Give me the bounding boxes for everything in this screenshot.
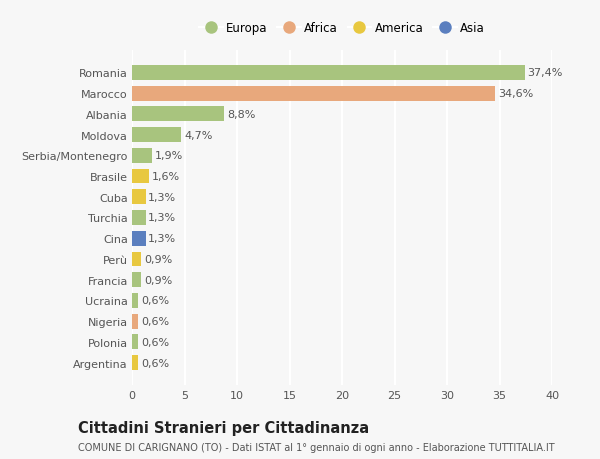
Bar xyxy=(132,273,142,287)
Text: 0,6%: 0,6% xyxy=(141,317,169,326)
Text: 1,3%: 1,3% xyxy=(148,213,176,223)
Text: 0,6%: 0,6% xyxy=(141,337,169,347)
Text: Cittadini Stranieri per Cittadinanza: Cittadini Stranieri per Cittadinanza xyxy=(78,420,369,435)
Text: 8,8%: 8,8% xyxy=(227,110,256,119)
Text: 0,9%: 0,9% xyxy=(144,275,172,285)
Text: 37,4%: 37,4% xyxy=(527,68,563,78)
Text: COMUNE DI CARIGNANO (TO) - Dati ISTAT al 1° gennaio di ogni anno - Elaborazione : COMUNE DI CARIGNANO (TO) - Dati ISTAT al… xyxy=(78,442,554,452)
Bar xyxy=(132,355,139,370)
Bar xyxy=(132,293,139,308)
Text: 0,6%: 0,6% xyxy=(141,296,169,306)
Bar xyxy=(132,107,224,122)
Bar xyxy=(132,86,496,101)
Legend: Europa, Africa, America, Asia: Europa, Africa, America, Asia xyxy=(197,20,487,37)
Text: 1,9%: 1,9% xyxy=(155,151,183,161)
Bar xyxy=(132,314,139,329)
Text: 0,6%: 0,6% xyxy=(141,358,169,368)
Bar xyxy=(132,169,149,184)
Bar xyxy=(132,149,152,163)
Bar xyxy=(132,252,142,267)
Bar xyxy=(132,211,146,225)
Text: 0,9%: 0,9% xyxy=(144,254,172,264)
Text: 1,6%: 1,6% xyxy=(151,172,179,182)
Bar xyxy=(132,128,181,143)
Bar xyxy=(132,335,139,350)
Bar xyxy=(132,231,146,246)
Text: 34,6%: 34,6% xyxy=(498,89,533,99)
Text: 1,3%: 1,3% xyxy=(148,192,176,202)
Text: 4,7%: 4,7% xyxy=(184,130,212,140)
Bar xyxy=(132,190,146,205)
Bar xyxy=(132,66,525,81)
Text: 1,3%: 1,3% xyxy=(148,234,176,244)
